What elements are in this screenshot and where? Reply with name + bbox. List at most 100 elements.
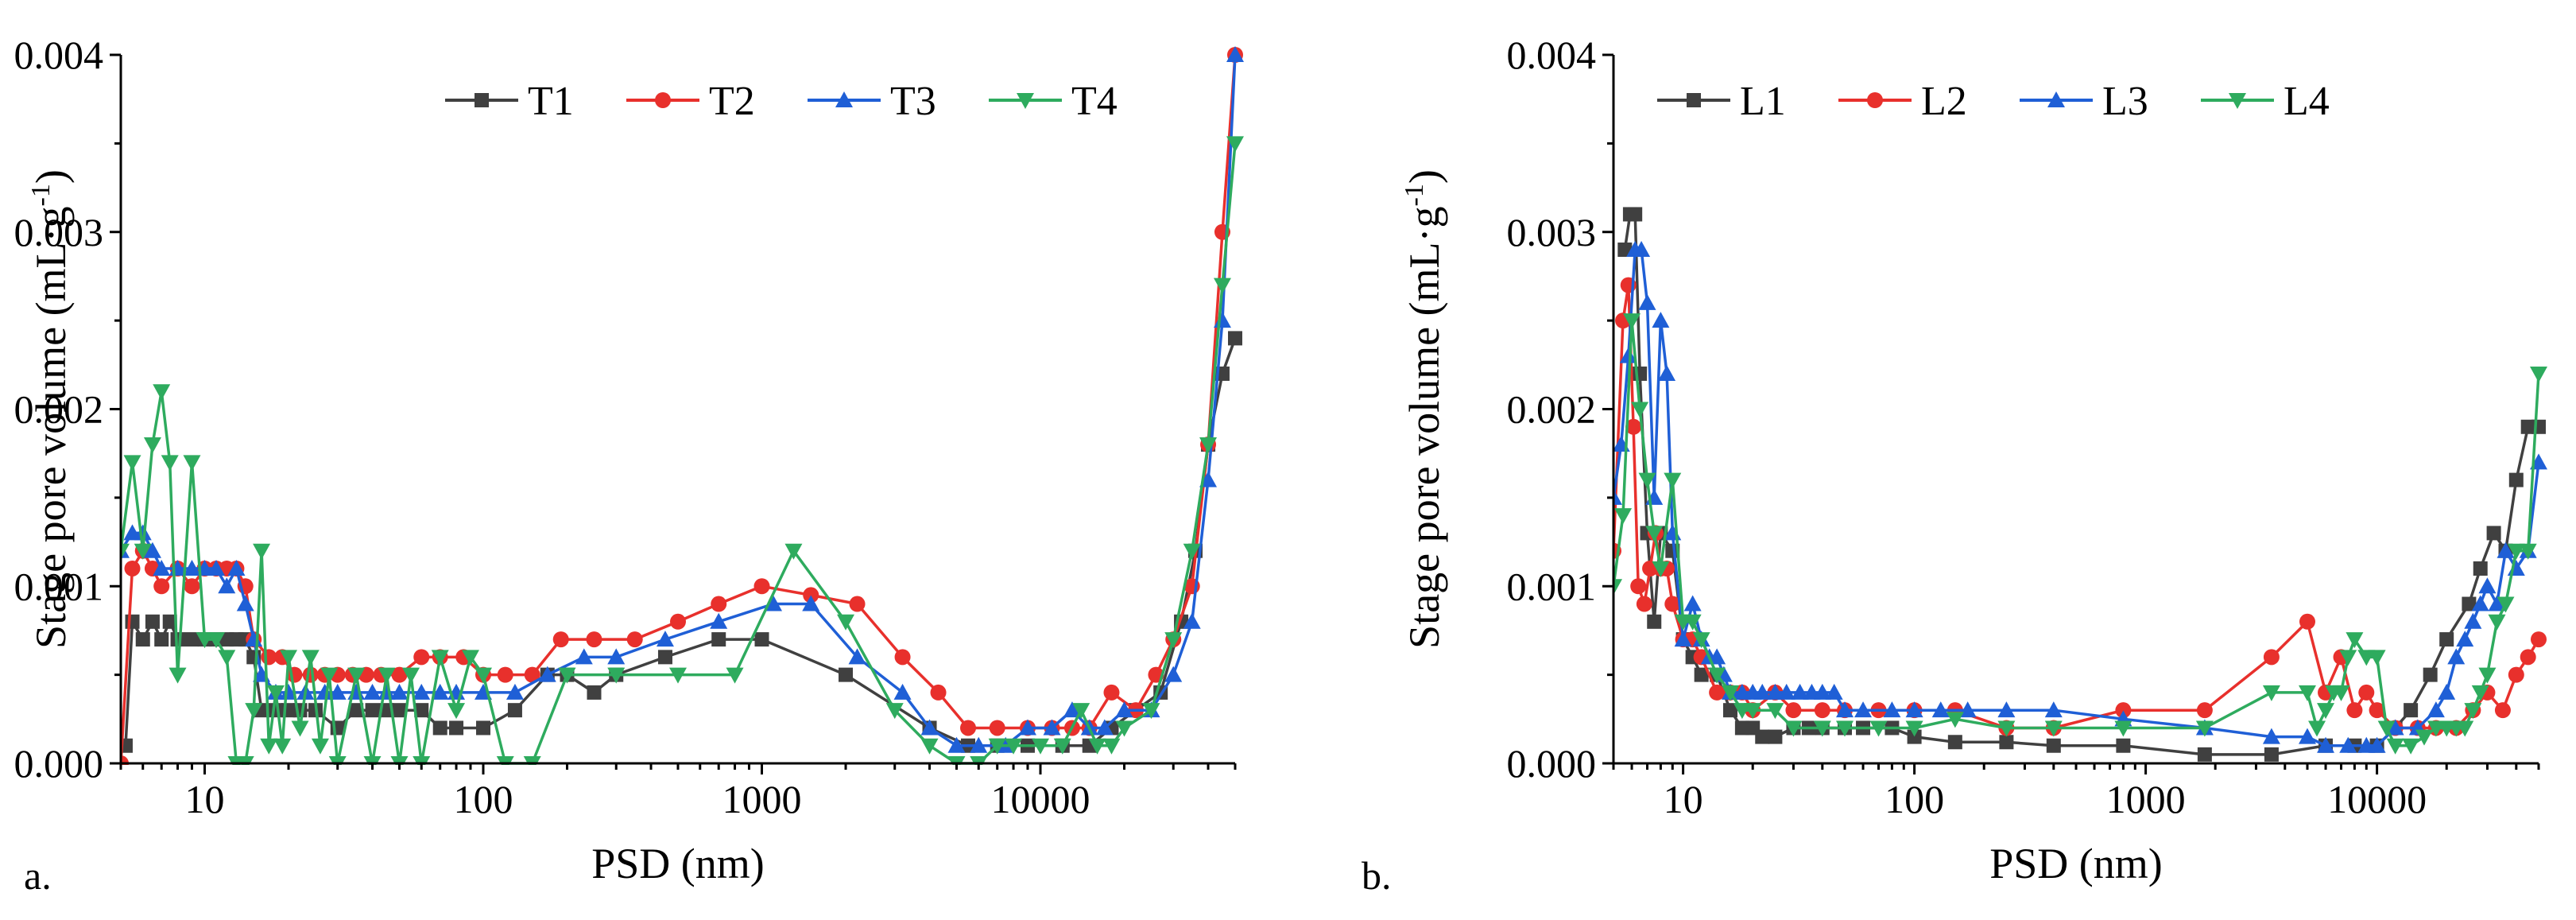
data-point-T4 [885, 703, 904, 720]
data-point-T4 [301, 650, 320, 666]
data-point-L3 [1674, 631, 1692, 647]
data-point-T4 [273, 738, 292, 755]
data-point-L1 [2486, 526, 2501, 541]
data-point-L3 [2488, 595, 2506, 611]
data-point-L3 [1619, 347, 1637, 363]
data-point-L3 [1997, 701, 2016, 718]
data-point-T4 [253, 543, 271, 560]
series-line-L4 [1613, 319, 2540, 747]
data-point-T2 [1103, 684, 1120, 701]
data-point-L4 [1623, 313, 1641, 330]
data-point-L4 [2368, 650, 2386, 666]
data-point-T2 [894, 649, 911, 666]
data-point-L4 [2317, 703, 2335, 720]
legend-marker-T1 [475, 93, 489, 107]
data-point-L2 [1785, 702, 1802, 719]
data-point-T2 [184, 578, 200, 595]
data-point-T3 [1164, 666, 1183, 682]
data-point-L4 [2262, 685, 2280, 701]
data-point-T3 [920, 719, 939, 736]
data-point-T1 [449, 720, 464, 736]
data-point-L1 [1628, 207, 1643, 222]
data-point-T4 [291, 720, 309, 737]
data-point-L3 [1791, 683, 1809, 700]
data-point-T3 [153, 559, 171, 576]
data-point-L1 [2046, 738, 2061, 753]
data-point-L2 [2369, 702, 2385, 719]
y-tick-label: 0.002 [1507, 387, 1597, 432]
data-point-T4 [1072, 703, 1090, 720]
data-point-T3 [328, 683, 347, 700]
data-point-T1 [154, 632, 169, 647]
data-point-T3 [363, 683, 382, 700]
data-point-T1 [432, 720, 447, 736]
data-point-T2 [989, 720, 1005, 736]
data-point-L4 [2488, 614, 2506, 631]
data-point-T1 [349, 703, 364, 718]
data-point-T4 [196, 632, 214, 649]
y-tick-label: 0.004 [1507, 33, 1597, 77]
data-point-L2 [2494, 702, 2511, 719]
data-point-L3 [2507, 559, 2525, 576]
data-point-T2 [586, 631, 602, 648]
data-point-T1 [587, 685, 602, 700]
data-point-T4 [245, 703, 263, 720]
data-point-T4 [461, 650, 479, 666]
data-point-L3 [2438, 683, 2456, 700]
x-tick-label: 10000 [2327, 777, 2427, 821]
data-point-T4 [1142, 703, 1160, 720]
data-point-T2 [670, 613, 686, 630]
data-point-T4 [1032, 738, 1050, 755]
data-point-T4 [260, 738, 278, 755]
data-point-T1 [121, 738, 133, 753]
data-point-L4 [2299, 685, 2316, 701]
data-point-L3 [1708, 648, 1726, 665]
data-point-T3 [1115, 701, 1133, 718]
data-point-L2 [2263, 649, 2280, 666]
data-point-T3 [143, 542, 161, 558]
data-point-L2 [1630, 578, 1647, 595]
data-point-T1 [1228, 331, 1242, 346]
data-point-L4 [2044, 720, 2063, 737]
data-point-L4 [1905, 720, 1923, 737]
data-point-L4 [1997, 720, 2016, 737]
data-point-L4 [1813, 720, 1831, 737]
y-axis-title: Stage pore volume (mL·g-1) [26, 169, 75, 649]
legend-label-T2: T2 [709, 79, 755, 124]
data-point-L3 [2471, 595, 2489, 611]
data-point-T4 [143, 437, 161, 454]
data-point-L2 [1709, 684, 1726, 701]
data-point-T4 [784, 543, 803, 560]
data-point-T3 [947, 736, 966, 753]
data-point-T1 [839, 667, 854, 682]
data-point-L1 [1768, 729, 1783, 744]
data-point-T3 [1199, 471, 1218, 487]
data-point-L3 [2464, 612, 2482, 629]
data-point-L1 [1647, 614, 1662, 629]
data-point-T2 [753, 578, 770, 595]
data-point-T4 [988, 738, 1006, 755]
data-point-L4 [2471, 685, 2489, 701]
data-point-L1 [2116, 738, 2131, 753]
data-point-L1 [2264, 747, 2279, 762]
data-point-L4 [2456, 720, 2474, 737]
data-point-T4 [726, 667, 744, 684]
y-tick-label: 0.000 [1507, 741, 1597, 786]
data-point-L1 [2404, 703, 2419, 718]
data-point-L3 [1931, 701, 1950, 718]
data-point-T4 [920, 738, 939, 755]
data-point-T4 [1102, 738, 1121, 755]
data-point-L3 [1683, 595, 1702, 611]
data-point-T3 [390, 683, 409, 700]
data-point-L4 [1784, 720, 1803, 737]
data-point-T2 [413, 649, 430, 666]
data-point-T4 [218, 650, 236, 666]
data-point-T3 [1226, 46, 1244, 62]
data-point-T2 [552, 631, 569, 648]
data-point-T3 [316, 683, 334, 700]
data-point-T3 [656, 631, 674, 647]
data-point-T4 [121, 543, 130, 560]
legend-label-T4: T4 [1071, 79, 1118, 124]
data-point-T1 [365, 703, 380, 718]
